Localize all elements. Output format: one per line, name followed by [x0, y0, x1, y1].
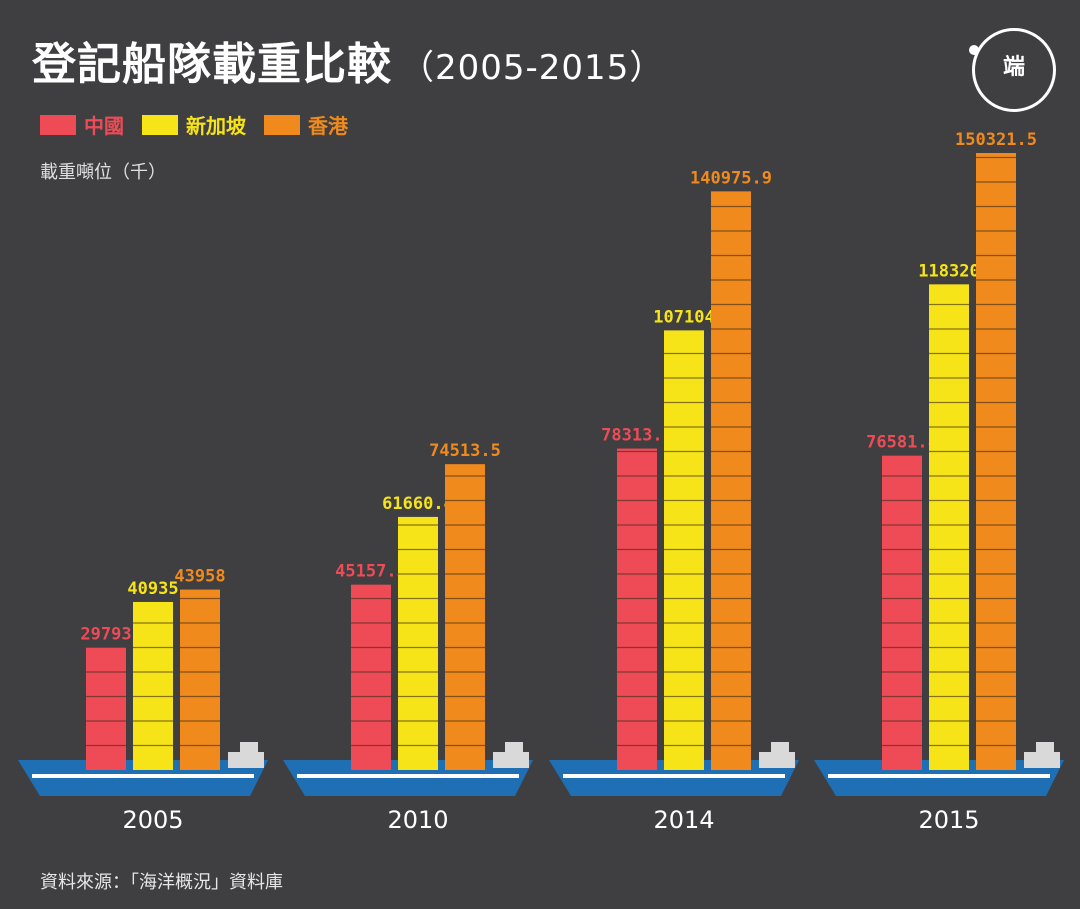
data-label: 43958 — [174, 567, 225, 587]
logo-text: 端 — [1002, 55, 1025, 80]
data-label: 40935 — [127, 579, 178, 599]
y-axis-unit-label: 載重噸位（千） — [40, 162, 166, 183]
x-tick-label: 2014 — [653, 806, 714, 834]
legend-label-hongkong: 香港 — [308, 114, 348, 138]
logo: 端 — [969, 28, 1056, 112]
bar-中國-2005 — [86, 647, 126, 770]
bar-香港-2005 — [180, 589, 220, 770]
bar-香港-2015 — [976, 153, 1016, 770]
data-label: 150321.5 — [955, 130, 1037, 150]
ship-cabin-icon — [1024, 752, 1060, 768]
bar-新加坡-2005 — [133, 601, 173, 770]
data-label: 78313.1 — [601, 426, 673, 446]
data-label: 45157.3 — [335, 562, 407, 582]
bar-新加坡-2015 — [929, 284, 969, 770]
ship-hull-stripe — [563, 774, 785, 778]
bar-中國-2015 — [882, 455, 922, 770]
legend-label-china: 中國 — [84, 114, 124, 138]
logo-dot-icon — [969, 45, 979, 55]
legend-label-singapore: 新加坡 — [186, 114, 246, 138]
legend-item-china: 中國 — [40, 110, 124, 139]
data-label: 61660.4 — [382, 494, 454, 514]
data-label: 107104 — [653, 307, 714, 327]
legend-item-hongkong: 香港 — [264, 110, 348, 139]
legend-swatch-singapore — [142, 114, 178, 135]
legend-swatch-china — [40, 114, 76, 135]
data-label: 29793 — [80, 625, 131, 645]
ship-bridge-icon — [771, 742, 789, 754]
data-label: 118320 — [918, 261, 979, 281]
data-label: 74513.5 — [429, 441, 501, 461]
ship-cabin-icon — [228, 752, 264, 768]
bar-香港-2014 — [711, 191, 751, 770]
bar-新加坡-2014 — [664, 330, 704, 770]
legend: 中國 新加坡 香港 — [40, 110, 348, 139]
bar-新加坡-2010 — [398, 516, 438, 770]
bar-中國-2010 — [351, 584, 391, 770]
data-label: 76581.8 — [866, 433, 938, 453]
bar-香港-2010 — [445, 464, 485, 770]
subtitle-text: （2005-2015） — [400, 48, 665, 88]
legend-item-singapore: 新加坡 — [142, 110, 246, 139]
x-tick-label: 2005 — [122, 806, 183, 834]
ship-hull-stripe — [297, 774, 519, 778]
ship-hull-stripe — [828, 774, 1050, 778]
ship-bridge-icon — [1036, 742, 1054, 754]
ship-bridge-icon — [505, 742, 523, 754]
chart-title: 登記船隊載重比較 （2005-2015） — [32, 28, 664, 92]
ship-cabin-icon — [493, 752, 529, 768]
legend-swatch-hongkong — [264, 114, 300, 135]
x-tick-label: 2015 — [918, 806, 979, 834]
bar-中國-2014 — [617, 448, 657, 770]
source-note: 資料來源：「海洋概況」資料庫 — [40, 872, 283, 893]
data-label: 140975.9 — [690, 168, 772, 188]
ship-bridge-icon — [240, 742, 258, 754]
ship-cabin-icon — [759, 752, 795, 768]
ship-hull-stripe — [32, 774, 254, 778]
title-text: 登記船隊載重比較 — [32, 39, 392, 90]
x-tick-label: 2010 — [387, 806, 448, 834]
